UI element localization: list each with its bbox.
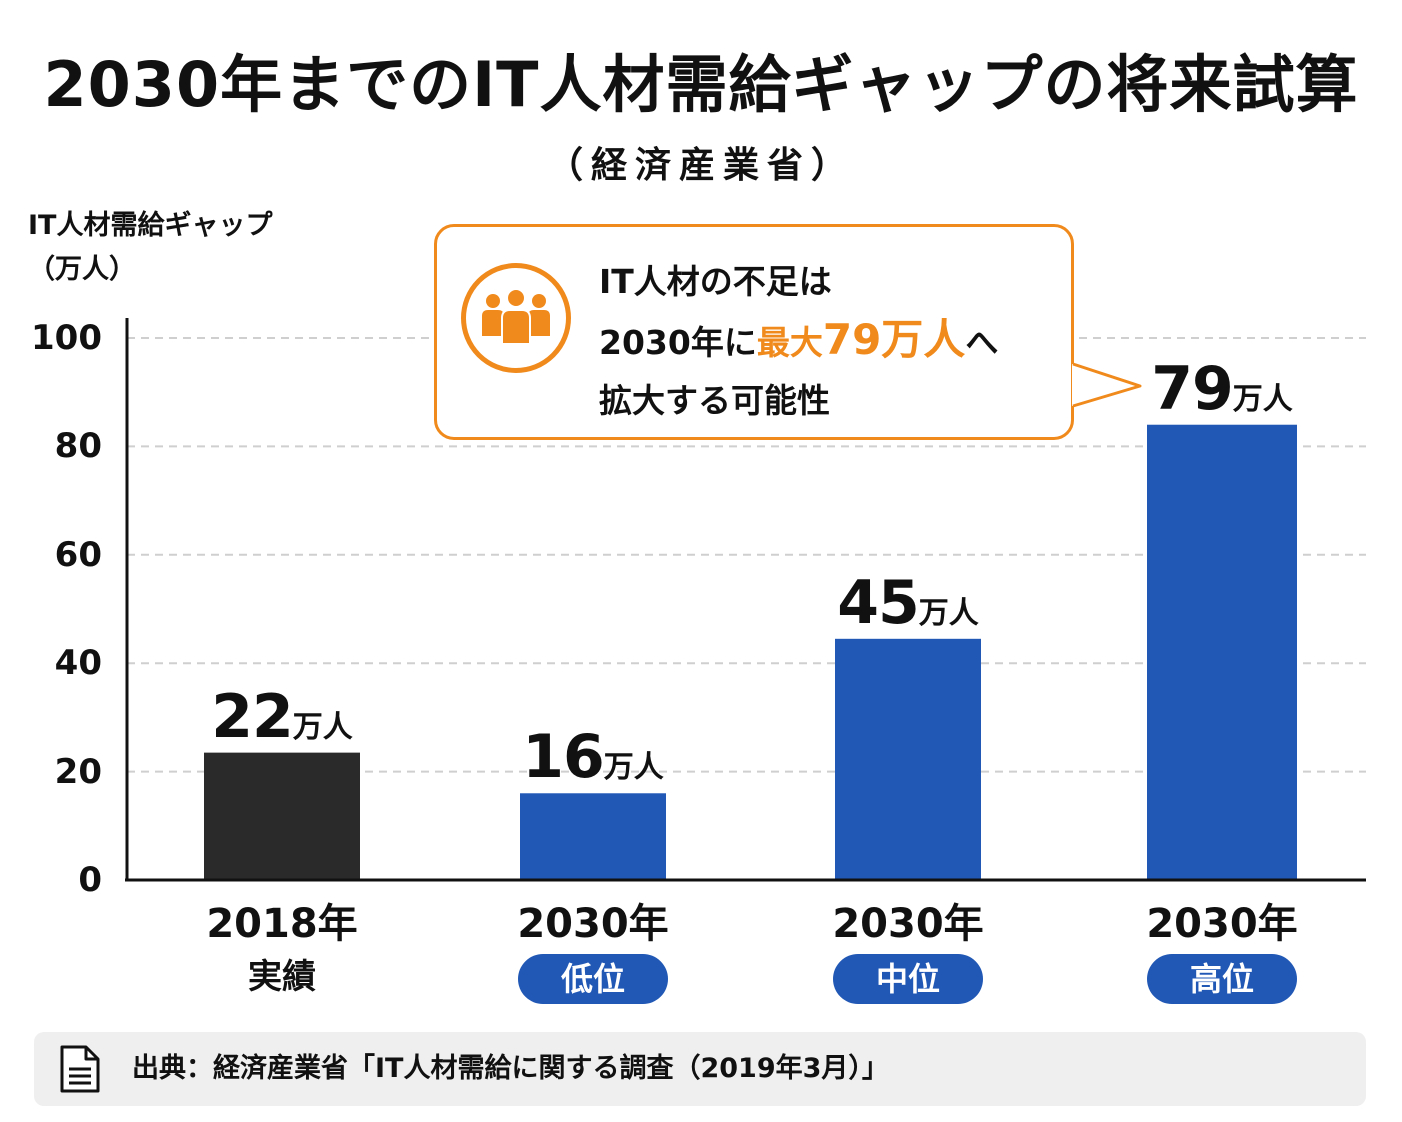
x-category-year: 2030年 [1146,901,1298,947]
callout-line2-post: へ [965,323,999,362]
people-group-icon [461,263,571,373]
bar-value-unit: 万人 [292,709,353,745]
y-tick-label: 100 [31,318,102,358]
bar-value-number: 16 [522,722,604,793]
x-category-year: 2030年 [832,901,984,947]
scenario-pill: 高位 [1147,954,1297,1004]
bar-value-number: 45 [837,567,919,638]
y-tick-label: 40 [54,643,102,684]
chart-subtitle: （経済産業省） [546,145,855,186]
y-axis-label-line2: （万人） [28,254,136,285]
scenario-badge: 高位 [1092,948,1352,1004]
x-category-label: 2030年低位 [463,900,723,1004]
x-category-sub: 実績 [248,957,316,997]
y-tick-label: 0 [78,860,102,900]
chart-title: 2030年までのIT人材需給ギャップの将来試算 [43,48,1359,121]
scenario-pill: 中位 [833,954,983,1004]
bar-value-unit: 万人 [603,750,664,786]
y-axis-label-line1: IT人材需給ギャップ [28,210,273,241]
bar-value-number: 22 [211,681,293,752]
y-tick-label: 80 [54,426,102,467]
bar-value-unit: 万人 [918,595,979,631]
scenario-pill: 低位 [518,954,668,1004]
x-category-year: 2018年 [206,901,358,947]
bar [1147,424,1297,880]
document-icon [58,1044,102,1098]
y-tick-label: 20 [54,751,102,792]
x-category-label: 2018年実績 [152,900,412,1000]
callout-text: IT人材の不足は 2030年に最大79万人へ 拡大する可能性 [599,253,998,430]
bar [520,793,666,880]
x-category-year: 2030年 [517,901,669,947]
callout-highlight-value: 79万人 [822,315,966,364]
source-text: 出典：経済産業省「IT人材需給に関する調査（2019年3月）」 [132,1053,889,1084]
callout-line2-pre: 2030年に [599,323,757,362]
y-tick-label: 60 [54,534,102,575]
callout-highlight-max: 最大 [756,323,823,362]
bar-value-unit: 万人 [1232,381,1293,417]
bar-value-label: 22万人 [132,687,432,762]
callout-line1: IT人材の不足は [599,262,832,301]
scenario-badge: 低位 [463,948,723,1004]
callout-box: IT人材の不足は 2030年に最大79万人へ 拡大する可能性 [434,224,1074,440]
x-category-label: 2030年中位 [778,900,1038,1004]
callout-line3: 拡大する可能性 [599,381,830,420]
callout-pointer [1072,362,1142,408]
scenario-badge: 中位 [778,948,1038,1004]
source-footer: 出典：経済産業省「IT人材需給に関する調査（2019年3月）」 [34,1032,1366,1106]
bar-value-label: 79万人 [1072,359,1372,434]
callout-line2: 2030年に最大79万人へ [599,311,998,372]
y-axis-label: IT人材需給ギャップ （万人） [28,204,272,292]
bar [204,752,360,880]
x-category-label: 2030年高位 [1092,900,1352,1004]
bar-value-number: 79 [1151,353,1233,424]
bar-value-label: 16万人 [443,727,743,802]
bar-value-label: 45万人 [758,573,1058,648]
bar [835,638,981,880]
